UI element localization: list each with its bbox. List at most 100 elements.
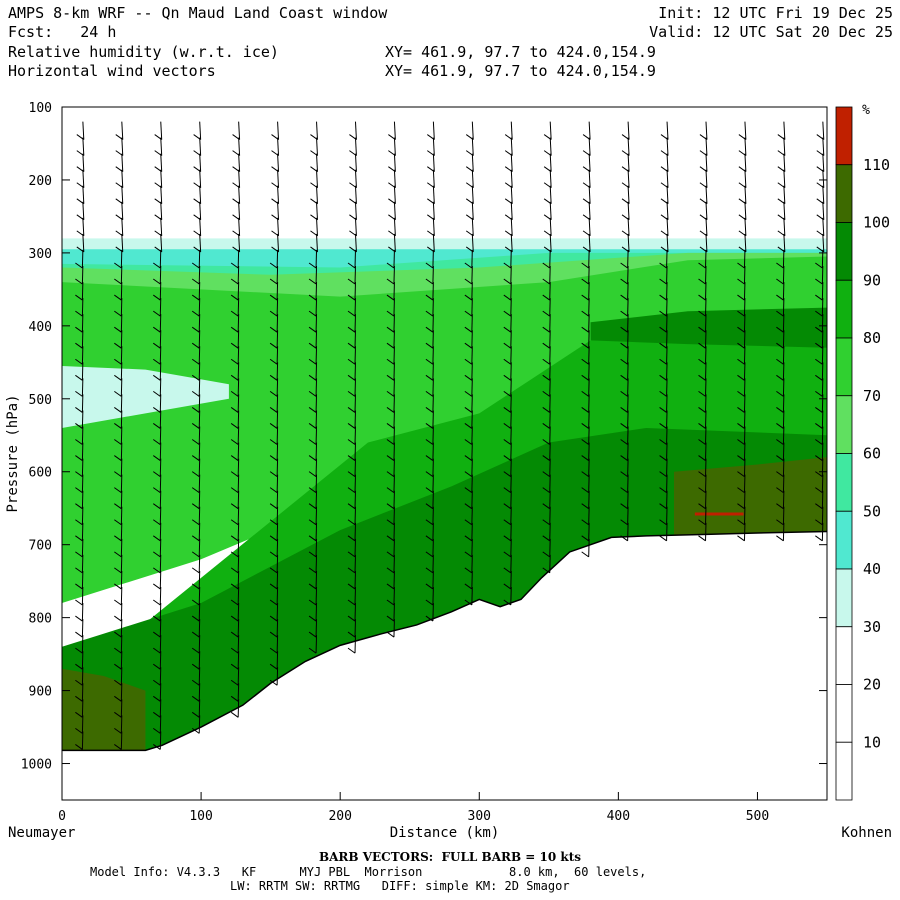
wind-barb-flag bbox=[191, 294, 200, 301]
wind-barb-flag bbox=[581, 358, 589, 365]
wind-barb-flag bbox=[698, 439, 706, 445]
wind-barb-flag bbox=[191, 278, 200, 285]
wind-barb-staff bbox=[510, 169, 513, 188]
wind-barb-flag bbox=[737, 326, 745, 333]
wind-barb-flag bbox=[75, 631, 83, 638]
init-time: Init: 12 UTC Fri 19 Dec 25 bbox=[658, 4, 893, 22]
wind-barb-staff bbox=[277, 185, 280, 204]
wind-barb-staff bbox=[471, 169, 474, 188]
terrain-mask bbox=[62, 531, 827, 800]
wind-barb-staff bbox=[354, 169, 357, 188]
wind-barb-flag bbox=[230, 503, 239, 510]
wind-barb-flag bbox=[114, 727, 122, 734]
wind-barb-flag bbox=[464, 262, 473, 269]
model-info: Model Info: V4.3.3 KF MYJ PBL Morrison 8… bbox=[90, 865, 647, 879]
colorbar-swatch bbox=[835, 453, 853, 512]
wind-barb-staff bbox=[316, 153, 318, 172]
wind-barb-staff bbox=[822, 153, 825, 172]
wind-barb-flag bbox=[581, 535, 589, 542]
wind-barb-staff bbox=[627, 201, 630, 220]
wind-barb-staff bbox=[277, 233, 280, 252]
wind-barb-staff bbox=[666, 121, 669, 140]
wind-barb-flag bbox=[425, 374, 434, 381]
wind-barb-staff bbox=[82, 185, 85, 204]
wind-barb-flag bbox=[425, 310, 434, 317]
wind-barb-flag bbox=[114, 455, 122, 461]
wind-barb-flag bbox=[308, 503, 317, 510]
wind-barb-staff bbox=[160, 185, 163, 204]
wind-barb-flag bbox=[698, 535, 706, 542]
colorbar-label: 60 bbox=[863, 445, 881, 463]
wind-barb-flag bbox=[581, 503, 589, 510]
wind-barb-staff bbox=[666, 169, 669, 188]
wind-barb-flag bbox=[503, 310, 512, 317]
wind-barb-flag bbox=[659, 503, 667, 510]
wind-barb-flag bbox=[776, 278, 784, 285]
valid-time: Valid: 12 UTC Sat 20 Dec 25 bbox=[649, 23, 893, 41]
wind-barb-staff bbox=[160, 201, 163, 220]
wind-barb-staff bbox=[238, 169, 241, 188]
wind-barb-flag bbox=[464, 503, 473, 510]
wind-barb-flag bbox=[75, 455, 83, 461]
wind-barb-flag bbox=[464, 471, 473, 478]
wind-barb-flag bbox=[698, 455, 706, 461]
wind-barb-flag bbox=[776, 310, 784, 317]
wind-barb-flag bbox=[230, 294, 239, 301]
wind-barb-flag bbox=[308, 326, 317, 333]
wind-barb-flag bbox=[542, 535, 551, 542]
wind-barb-flag bbox=[698, 294, 706, 301]
y-tick-label: 200 bbox=[29, 174, 52, 189]
wind-barb-flag bbox=[152, 262, 161, 269]
wind-barb-flag bbox=[503, 455, 512, 461]
wind-barb-flag bbox=[75, 294, 83, 301]
wind-barb-staff bbox=[277, 217, 280, 236]
wind-barb-flag bbox=[347, 615, 356, 622]
wind-barb-staff bbox=[666, 185, 669, 204]
wind-barb-staff bbox=[588, 233, 591, 252]
y-tick-label: 900 bbox=[29, 685, 52, 700]
wind-barb-flag bbox=[347, 599, 356, 606]
wind-barb-flag bbox=[737, 294, 745, 301]
wind-barb-flag bbox=[114, 711, 122, 718]
wind-barb-staff bbox=[744, 233, 747, 252]
wind-barb-flag bbox=[503, 439, 512, 445]
wind-barb-flag bbox=[191, 407, 200, 413]
wind-barb-staff bbox=[588, 137, 591, 156]
wind-barb-staff bbox=[549, 217, 552, 236]
wind-barb-flag bbox=[425, 423, 434, 429]
cross-section-endpoints-1: XY= 461.9, 97.7 to 424.0,154.9 bbox=[385, 43, 656, 61]
wind-barb-staff bbox=[82, 201, 85, 220]
wind-barb-flag bbox=[269, 615, 278, 622]
wind-barb-flag bbox=[230, 310, 239, 317]
wind-barb-flag bbox=[347, 326, 356, 333]
wind-barb-flag bbox=[659, 310, 667, 317]
wind-barb-flag bbox=[386, 423, 395, 429]
wind-barb-flag bbox=[75, 711, 83, 718]
wind-barb-flag bbox=[464, 294, 473, 301]
wind-barb-flag bbox=[114, 631, 122, 638]
wind-barb-flag bbox=[815, 439, 823, 445]
wind-barb-staff bbox=[783, 233, 786, 252]
wind-barb-flag bbox=[269, 519, 278, 526]
wind-barb-flag bbox=[191, 455, 200, 461]
y-tick-label: 800 bbox=[29, 612, 52, 627]
wind-barb-flag bbox=[776, 471, 784, 478]
wind-barb-flag bbox=[815, 423, 823, 429]
wind-barb-staff bbox=[238, 137, 241, 156]
wind-barb-flag bbox=[776, 407, 784, 413]
wind-barb-flag bbox=[152, 711, 161, 718]
wind-barb-flag bbox=[581, 519, 589, 526]
wind-barb-staff bbox=[277, 153, 280, 172]
wind-barb-flag bbox=[269, 663, 278, 670]
wind-barb-staff bbox=[316, 137, 318, 156]
wind-barb-staff bbox=[277, 121, 280, 140]
wind-barb-staff bbox=[121, 121, 124, 140]
wind-barb-flag bbox=[308, 551, 317, 558]
wind-barb-flag bbox=[347, 374, 356, 381]
wind-barb-flag bbox=[308, 358, 317, 365]
wind-barb-flag bbox=[659, 535, 667, 542]
wind-barb-flag bbox=[114, 326, 122, 333]
physics-info: LW: RRTM SW: RRTMG DIFF: simple KM: 2D S… bbox=[230, 879, 570, 893]
wind-barb-flag bbox=[620, 342, 628, 349]
wind-barb-flag bbox=[737, 358, 745, 365]
